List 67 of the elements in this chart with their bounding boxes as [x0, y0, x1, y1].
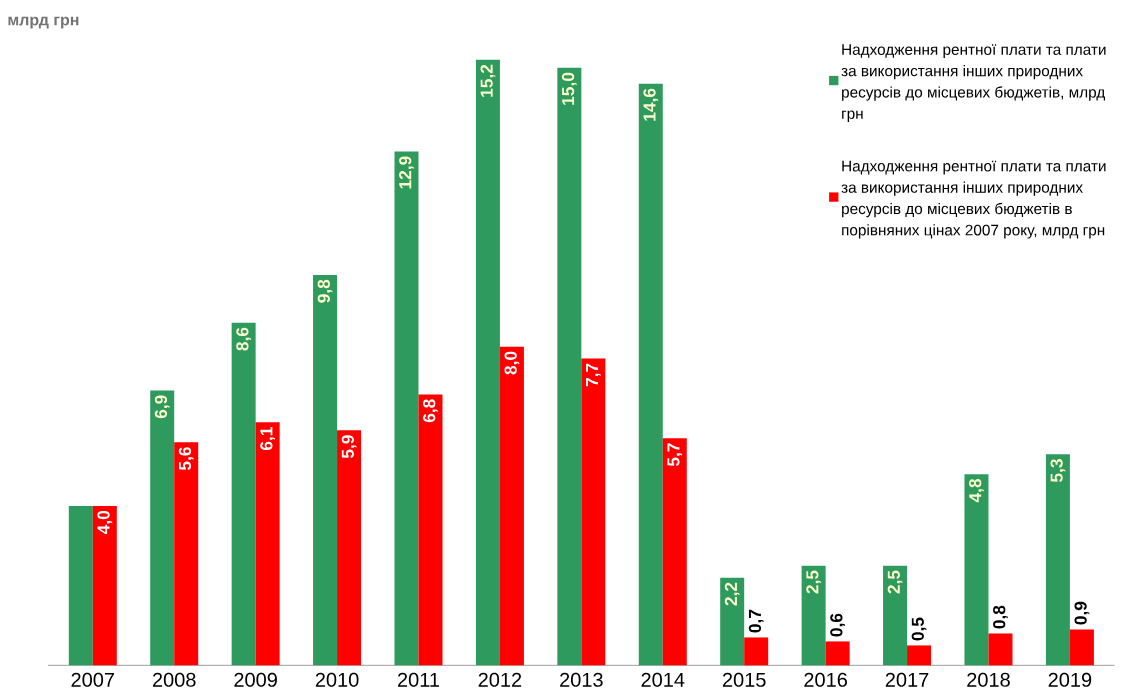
legend-label: Надходження рентної плати та плати за використання інших природних ресурсів до місцевих бюджетів в порівняних цінах 2007 року, млрд грн [841, 160, 1106, 239]
bar [255, 422, 280, 666]
data-label: 14,6 [643, 88, 659, 121]
bar [638, 83, 663, 666]
data-label: 7,7 [586, 363, 601, 387]
x-tick-label: 2018 [967, 672, 1010, 687]
x-tick-label: 2011 [397, 672, 440, 687]
bar [337, 430, 362, 666]
data-label: 5,3 [1050, 459, 1066, 483]
data-label: 15,0 [561, 72, 577, 105]
data-label: 8,6 [236, 327, 252, 351]
data-label: 5,9 [341, 435, 357, 459]
data-label: 0,6 [830, 613, 846, 637]
bar [883, 565, 908, 666]
bar [720, 577, 745, 666]
bar [744, 637, 769, 666]
bar [68, 505, 93, 666]
data-label: 4,0 [97, 510, 113, 535]
data-label: 6,9 [154, 395, 170, 419]
x-tick-label: 2007 [71, 672, 115, 687]
x-tick-label: 2019 [1048, 672, 1092, 687]
x-tick-label: 2010 [315, 672, 359, 687]
data-label: 8,0 [504, 351, 520, 375]
data-label: 0,8 [993, 605, 1008, 629]
y-axis-title: млрд грн [8, 16, 79, 29]
data-label: 6,8 [423, 399, 438, 423]
bar [801, 565, 826, 666]
data-label: 4,8 [969, 478, 984, 503]
bar [988, 633, 1013, 666]
bar [313, 274, 338, 666]
bar [1069, 629, 1094, 666]
bar [92, 505, 117, 666]
x-tick-label: 2008 [152, 672, 196, 687]
bar [394, 151, 419, 666]
legend-label: Надходження рентної плати та плати за використання інших природних ресурсів до місцевих бюджетів, млрд грн [841, 44, 1106, 122]
data-label: 2,2 [724, 582, 740, 606]
bar [825, 641, 850, 666]
data-label: 5,6 [178, 447, 194, 471]
x-tick-label: 2015 [722, 672, 766, 687]
bar [499, 346, 524, 666]
x-tick-label: 2017 [885, 672, 929, 687]
data-label: 12,9 [399, 156, 414, 189]
data-label: 15,2 [480, 64, 496, 97]
bar [174, 442, 199, 666]
data-label: 2,5 [887, 570, 903, 594]
x-tick-label: 2013 [560, 672, 603, 687]
bar [231, 322, 256, 666]
bar [1045, 454, 1070, 666]
data-label: 6,1 [260, 427, 276, 451]
bar [418, 394, 443, 666]
data-label: 2,5 [806, 570, 822, 594]
x-tick-label: 2009 [234, 672, 277, 687]
data-label: 5,7 [667, 443, 683, 467]
bar [557, 67, 582, 666]
bar [964, 474, 989, 666]
bar [475, 59, 500, 666]
data-label: 0,7 [748, 609, 764, 633]
x-tick-label: 2016 [804, 672, 847, 687]
bar [662, 438, 687, 666]
data-label: 0,5 [911, 617, 927, 641]
bar [581, 358, 606, 666]
x-tick-label: 2012 [478, 672, 522, 687]
data-label: 9,8 [317, 279, 333, 303]
bar [150, 390, 175, 666]
bar [907, 645, 932, 666]
x-tick-label: 2014 [641, 672, 685, 687]
data-label: 0,9 [1074, 601, 1090, 625]
